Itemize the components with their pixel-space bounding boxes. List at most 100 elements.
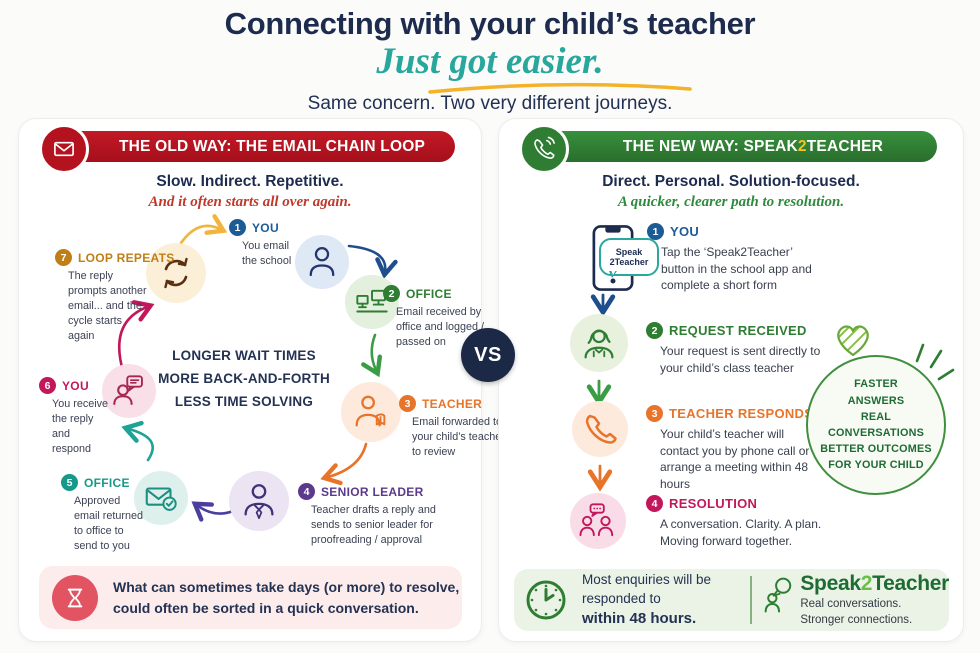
benefit-line: ANSWERS bbox=[847, 394, 905, 407]
teacher-person-icon bbox=[341, 382, 401, 442]
clock-icon bbox=[523, 577, 569, 623]
heart-sketch-icon bbox=[831, 317, 875, 364]
conversation-people-icon bbox=[570, 493, 626, 549]
footer-line-bold: within 48 hours. bbox=[582, 610, 697, 628]
page-title: Connecting with your child’s teacher bbox=[224, 6, 756, 41]
step-label: YOU bbox=[670, 224, 700, 239]
step-desc: Your child’s teacher will contact you by… bbox=[660, 427, 810, 491]
summary-line: LONGER WAIT TIMES bbox=[172, 348, 316, 363]
summary-line: MORE BACK-AND-FORTH bbox=[158, 370, 330, 386]
logo-person-bubble-icon bbox=[765, 577, 792, 613]
step-label: SENIOR LEADER bbox=[321, 484, 424, 499]
step-number-badge: 4 bbox=[298, 483, 315, 500]
benefit-line: FASTER bbox=[854, 378, 898, 391]
old-step-6: 6 YOU You receive the reply and respond bbox=[39, 377, 110, 457]
new-step-2: 2 REQUEST RECEIVED Your request is sent … bbox=[646, 322, 825, 376]
old-step-3: 3 TEACHER Email forwarded to your child’… bbox=[399, 395, 507, 460]
senior-leader-person-icon bbox=[229, 471, 289, 531]
step-desc: You email the school bbox=[242, 240, 292, 267]
banner-text: TEACHER bbox=[806, 137, 884, 155]
old-way-tagline: Slow. Indirect. Repetitive. bbox=[156, 173, 344, 190]
vs-badge: VS bbox=[461, 328, 515, 382]
step-number-badge: 3 bbox=[646, 405, 663, 422]
old-way-panel: THE OLD WAY: THE EMAIL CHAIN LOOP Slow. … bbox=[18, 118, 505, 642]
loop-cycle-icon bbox=[146, 243, 206, 303]
benefit-line: CONVERSATIONS bbox=[828, 427, 924, 439]
old-way-footer: What can sometimes take days (or more) t… bbox=[39, 566, 462, 629]
new-step-3: 3 TEACHER RESPONDS Your child’s teacher … bbox=[646, 405, 825, 492]
logo-tagline: Real conversations. Stronger connections… bbox=[800, 598, 913, 626]
banner-number: 2 bbox=[797, 137, 807, 155]
step-desc: Teacher drafts a reply and sends to seni… bbox=[311, 504, 436, 546]
office-computer-icon bbox=[345, 275, 399, 329]
sparkle-lines-icon bbox=[909, 337, 957, 392]
footer-line: Most enquiries will be responded to bbox=[582, 571, 712, 606]
old-way-summary-lines: LONGER WAIT TIMES MORE BACK-AND-FORTH LE… bbox=[139, 345, 349, 414]
step-desc: A conversation. Clarity. A plan. Moving … bbox=[660, 517, 822, 548]
step-label: YOU bbox=[252, 220, 279, 235]
step-number-badge: 7 bbox=[55, 249, 72, 266]
old-step-7: 7 LOOP REPEATS The reply prompts another… bbox=[55, 249, 175, 343]
step-number-badge: 3 bbox=[399, 395, 416, 412]
speak2teacher-app-bubble: Speak 2Teacher bbox=[599, 238, 659, 278]
step-label: RESOLUTION bbox=[669, 496, 758, 511]
step-number-badge: 1 bbox=[647, 223, 664, 240]
step-desc: Email received by office and logged / pa… bbox=[396, 306, 485, 348]
bubble-line: Speak bbox=[615, 246, 643, 257]
page-title-script: Just got easier. bbox=[376, 41, 604, 82]
step-number-badge: 6 bbox=[39, 377, 56, 394]
logo-title: Speak2Teacher bbox=[800, 571, 949, 595]
step-number-badge: 4 bbox=[646, 495, 663, 512]
phone-call-icon bbox=[519, 124, 569, 174]
step-number-badge: 5 bbox=[61, 474, 78, 491]
email-icon bbox=[39, 124, 89, 174]
page-subtitle: Same concern. Two very different journey… bbox=[307, 93, 673, 114]
hourglass-icon bbox=[52, 574, 98, 621]
speak2teacher-logo: Speak2Teacher Real conversations. Strong… bbox=[764, 572, 949, 628]
email-approved-icon bbox=[134, 471, 188, 525]
step-desc: Email forwarded to your child’s teacher … bbox=[412, 416, 505, 458]
benefit-line: FOR YOUR CHILD bbox=[828, 459, 924, 472]
old-step-2: 2 OFFICE Email received by office and lo… bbox=[383, 285, 491, 350]
new-way-footer: Most enquiries will be responded to with… bbox=[514, 569, 949, 631]
parent-person-icon bbox=[295, 235, 349, 289]
step-label: TEACHER RESPONDS bbox=[669, 406, 814, 421]
person-reply-icon bbox=[102, 364, 156, 418]
step-desc: Your request is sent directly to your ch… bbox=[660, 344, 821, 375]
vertical-divider bbox=[750, 576, 753, 624]
step-number-badge: 1 bbox=[229, 219, 246, 236]
step-number-badge: 2 bbox=[646, 322, 663, 339]
step-label: TEACHER bbox=[422, 396, 483, 411]
old-step-4: 4 SENIOR LEADER Teacher drafts a reply a… bbox=[298, 483, 449, 548]
step-label: OFFICE bbox=[84, 475, 130, 490]
footer-line: could often be sorted in a quick convers… bbox=[113, 599, 419, 616]
banner-text: THE NEW WAY: SPEAK bbox=[622, 137, 798, 155]
benefit-line: REAL bbox=[860, 410, 892, 423]
bubble-line: 2Teacher bbox=[609, 257, 649, 267]
step-desc: Approved email returned to office to sen… bbox=[74, 495, 144, 552]
step-label: REQUEST RECEIVED bbox=[669, 323, 807, 338]
step-label: OFFICE bbox=[406, 286, 452, 301]
new-way-tagline: Direct. Personal. Solution-focused. bbox=[602, 173, 860, 190]
old-step-5: 5 OFFICE Approved email returned to offi… bbox=[61, 474, 148, 554]
new-way-banner: THE NEW WAY: SPEAK 2 TEACHER bbox=[543, 131, 937, 162]
step-number-badge: 2 bbox=[383, 285, 400, 302]
footer-line: What can sometimes take days (or more) t… bbox=[113, 579, 460, 596]
new-way-panel: THE NEW WAY: SPEAK 2 TEACHER Direct. Perso… bbox=[498, 118, 964, 642]
old-way-footer-text: What can sometimes take days (or more) t… bbox=[113, 577, 459, 618]
summary-line: LESS TIME SOLVING bbox=[174, 393, 314, 409]
step-desc: The reply prompts another email... and t… bbox=[68, 270, 147, 342]
old-step-1: 1 YOU You email the school bbox=[229, 219, 319, 269]
old-way-banner: THE OLD WAY: THE EMAIL CHAIN LOOP bbox=[63, 131, 455, 162]
new-step-1: 1 YOU Tap the ‘Speak2Teacher’ button in … bbox=[647, 223, 826, 294]
step-label: YOU bbox=[62, 378, 89, 393]
step-desc: Tap the ‘Speak2Teacher’ button in the sc… bbox=[661, 245, 812, 293]
step-label: LOOP REPEATS bbox=[78, 250, 175, 265]
teacher-person-icon bbox=[570, 314, 628, 372]
response-time-text: Most enquiries will be responded to with… bbox=[582, 571, 736, 630]
new-way-tagline-script: A quicker, clearer path to resolution. bbox=[617, 194, 845, 210]
phone-handset-icon bbox=[572, 401, 628, 457]
new-step-4: 4 RESOLUTION A conversation. Clarity. A … bbox=[646, 495, 825, 549]
benefits-circle: FASTER ANSWERS REAL CONVERSATIONS BETTER… bbox=[806, 355, 946, 495]
step-desc: You receive the reply and respond bbox=[52, 398, 109, 455]
